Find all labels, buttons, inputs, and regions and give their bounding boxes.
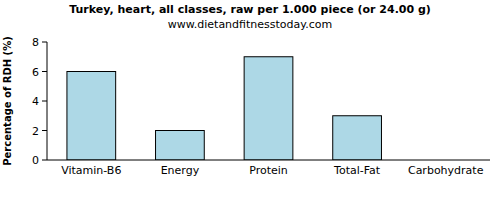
y-tick-label: 8: [32, 36, 39, 49]
y-tick-label: 2: [32, 125, 39, 138]
x-tick-label: Total-Fat: [333, 164, 381, 177]
bar: [67, 72, 116, 161]
y-tick-label: 0: [32, 154, 39, 167]
y-tick: [42, 42, 47, 43]
bar: [156, 131, 205, 161]
y-tick-label: 4: [32, 95, 39, 108]
x-tick-label: Vitamin-B6: [61, 164, 121, 177]
y-axis: [47, 42, 48, 160]
title: Turkey, heart, all classes, raw per 1.00…: [69, 3, 431, 16]
bar: [244, 57, 293, 160]
x-tick-label: Carbohydrate: [408, 164, 484, 177]
chart-container: Turkey, heart, all classes, raw per 1.00…: [0, 0, 500, 200]
bar: [333, 116, 382, 160]
x-axis: [47, 160, 490, 161]
y-tick: [42, 101, 47, 102]
x-tick-label: Energy: [161, 164, 200, 177]
y-tick: [42, 130, 47, 131]
y-tick-label: 6: [32, 66, 39, 79]
y-tick: [42, 71, 47, 72]
y-tick: [42, 160, 47, 161]
chart-svg: Turkey, heart, all classes, raw per 1.00…: [0, 0, 500, 200]
x-tick-label: Protein: [249, 164, 288, 177]
subtitle: www.dietandfitnesstoday.com: [168, 18, 332, 31]
y-axis-label: Percentage of RDH (%): [2, 36, 13, 166]
bars: [67, 57, 382, 160]
